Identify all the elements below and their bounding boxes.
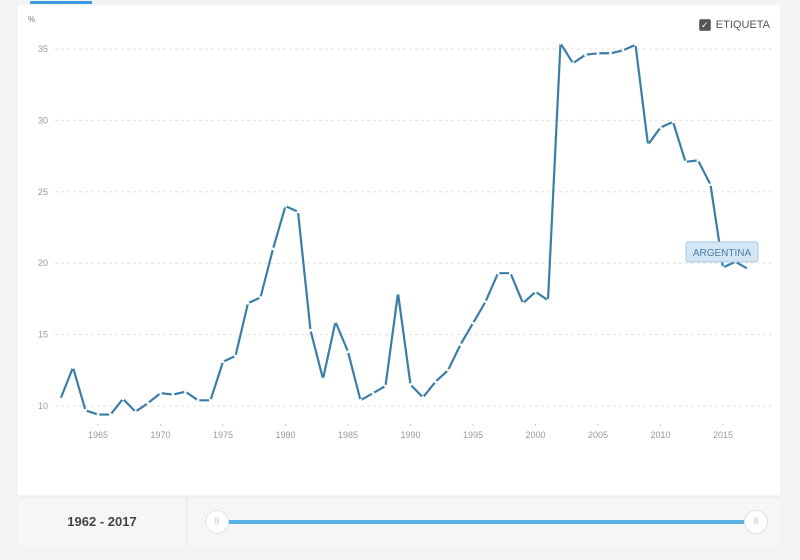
data-point	[659, 126, 662, 129]
data-point	[159, 391, 162, 395]
time-range-bar: 1962 - 2017 ||| |||	[18, 497, 780, 546]
x-tick-label: 1980	[275, 430, 295, 440]
data-point	[296, 210, 300, 214]
y-tick-label: 30	[38, 115, 48, 125]
x-tick-label: 2000	[525, 430, 545, 440]
y-tick-label: 25	[38, 187, 48, 197]
data-point	[96, 413, 100, 416]
data-point	[196, 398, 200, 402]
x-tick-label: 1975	[213, 430, 233, 440]
data-point	[684, 160, 687, 164]
y-tick-label: 10	[38, 401, 48, 411]
line-chart: % 10 15 20 25 30 35 1965 1970 1975 1980 1985 1990 199…	[28, 15, 772, 440]
x-tick-label: 2005	[588, 430, 608, 440]
data-point	[234, 354, 237, 358]
data-point	[184, 390, 187, 394]
x-tick-label: 1985	[338, 430, 358, 440]
data-point	[171, 393, 175, 396]
range-label: 1962 - 2017	[18, 498, 187, 546]
x-tick-label: 1995	[463, 430, 483, 440]
data-point	[471, 321, 475, 325]
series-label: ARGENTINA	[693, 248, 752, 259]
series-label-box	[685, 241, 759, 263]
data-point	[359, 398, 362, 402]
data-point	[559, 41, 562, 45]
slider-end-handle[interactable]: |||	[744, 510, 768, 534]
y-tick-label: 15	[38, 330, 48, 340]
active-tab-indicator	[30, 1, 92, 4]
y-tick-label: 20	[38, 258, 48, 268]
data-point	[434, 380, 437, 384]
y-axis-unit: %	[28, 15, 35, 24]
data-point	[346, 350, 350, 354]
slider-track[interactable]	[225, 520, 757, 524]
data-point	[209, 398, 212, 402]
data-point	[634, 43, 637, 47]
data-point	[246, 301, 250, 305]
data-point	[521, 301, 525, 305]
data-point	[371, 391, 375, 395]
chart-card: ✓ ETIQUETA	[18, 5, 780, 495]
data-point	[646, 143, 650, 147]
data-point	[334, 320, 337, 324]
data-point	[321, 377, 325, 381]
x-tick-label: 1965	[88, 430, 108, 440]
legend-label: ETIQUETA	[715, 19, 770, 31]
data-point	[109, 413, 112, 416]
data-point	[409, 383, 412, 386]
data-point	[71, 366, 75, 369]
data-point	[609, 51, 612, 55]
data-point	[121, 397, 125, 401]
data-point	[484, 300, 487, 304]
x-tick-label: 2015	[713, 430, 733, 440]
data-point	[721, 266, 725, 269]
x-tick-label: 2010	[650, 430, 670, 440]
data-point	[459, 343, 462, 346]
data-point	[421, 396, 425, 399]
data-point	[621, 49, 625, 52]
data-point	[696, 158, 700, 162]
data-point	[284, 204, 287, 208]
data-point	[134, 410, 137, 414]
data-point	[396, 291, 400, 295]
data-point	[496, 271, 500, 275]
legend-toggle[interactable]: ✓ ETIQUETA	[698, 19, 770, 31]
data-point	[709, 183, 712, 187]
data-point	[509, 271, 512, 275]
data-point	[384, 384, 387, 388]
slider-start-handle[interactable]: |||	[205, 510, 229, 534]
data-point	[571, 61, 575, 65]
data-point	[446, 368, 450, 372]
data-point	[259, 296, 262, 299]
data-point	[309, 328, 312, 332]
data-point	[221, 360, 225, 364]
data-point	[671, 120, 675, 124]
data-point	[584, 53, 587, 57]
series-line	[59, 42, 749, 416]
data-point	[146, 401, 150, 405]
checkbox-icon[interactable]: ✓	[698, 19, 711, 31]
x-tick-label: 1990	[400, 430, 420, 440]
y-tick-label: 35	[38, 44, 48, 54]
x-tick-label: 1970	[150, 430, 170, 440]
data-point	[59, 397, 62, 401]
data-point	[746, 267, 750, 271]
data-point	[534, 290, 537, 294]
data-point	[84, 408, 87, 412]
data-point	[596, 51, 600, 55]
data-point	[271, 247, 275, 251]
data-point	[546, 298, 550, 302]
